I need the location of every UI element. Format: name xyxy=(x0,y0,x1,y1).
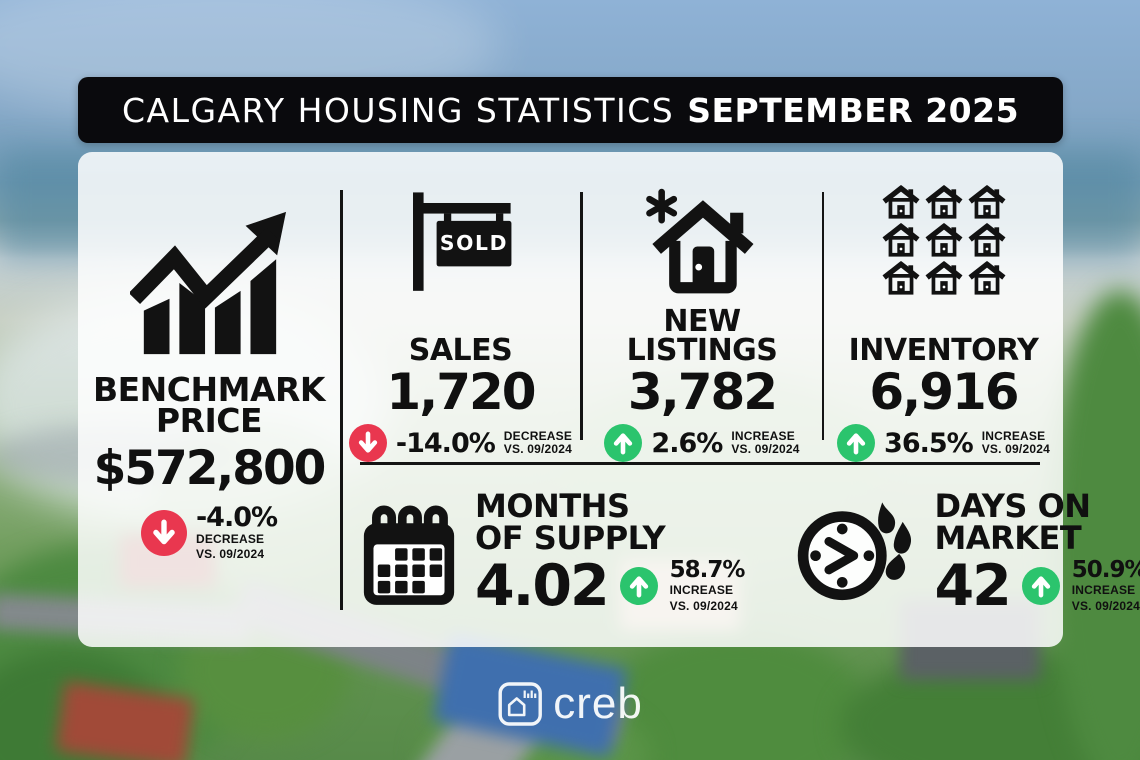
vertical-divider xyxy=(580,192,583,440)
new-listings-change: 2.6% INCREASE VS. 09/2024 xyxy=(604,424,799,462)
sales-value: 1,720 xyxy=(386,362,536,421)
inventory-value: 6,916 xyxy=(869,362,1019,421)
page-title: CALGARY HOUSING STATISTICS xyxy=(121,90,675,130)
change-label: DECREASE VS. 09/2024 xyxy=(503,428,573,456)
inventory-section: INVENTORY 6,916 36.5% INCREASE VS. 09/20… xyxy=(824,180,1063,462)
vertical-divider xyxy=(340,190,343,610)
new-home-icon xyxy=(646,189,754,294)
benchmark-price-change: -4.0% DECREASE VS. 09/2024 xyxy=(140,501,278,562)
new-listings-value: 3,782 xyxy=(627,362,778,421)
months-of-supply-section: MONTHS OF SUPPLY 4.02 58.7% INCREASE VS.… xyxy=(361,487,746,619)
days-on-market-title: DAYS ON MARKET xyxy=(934,487,1091,557)
decrease-arrow-icon xyxy=(348,424,387,462)
title-bar: CALGARY HOUSING STATISTICS SEPTEMBER 202… xyxy=(78,77,1063,143)
change-vs: VS. 09/2024 xyxy=(195,547,265,562)
change-value: 50.9% xyxy=(1071,557,1140,584)
days-on-market-section: DAYS ON MARKET 42 50.9% INCREASE VS. 09/… xyxy=(796,487,1140,619)
change-value: 36.5% xyxy=(884,427,974,459)
change-label: INCREASE VS. 09/2024 xyxy=(981,428,1050,456)
vertical-divider xyxy=(821,192,824,440)
stats-card: BENCHMARK PRICE $572,800 -4.0% DECREASE … xyxy=(78,152,1140,647)
creb-logo: creb xyxy=(497,681,643,727)
sold-sign-icon: SOLD xyxy=(412,192,511,291)
benchmark-price-value: $572,800 xyxy=(93,440,327,496)
change-value: 58.7% xyxy=(669,557,746,584)
increase-arrow-icon xyxy=(619,567,658,606)
decrease-arrow-icon xyxy=(140,509,187,556)
page-title-period: SEPTEMBER 2025 xyxy=(687,90,1020,130)
increase-arrow-icon xyxy=(837,424,876,462)
bottom-stats-row: MONTHS OF SUPPLY 4.02 58.7% INCREASE VS.… xyxy=(341,464,1140,642)
new-listings-section: NEW LISTINGS 3,782 2.6% INCREASE VS. 09/… xyxy=(583,180,822,462)
change-value: -4.0% xyxy=(195,501,278,533)
sales-change: -14.0% DECREASE VS. 09/2024 xyxy=(348,424,573,462)
months-of-supply-title: MONTHS OF SUPPLY xyxy=(475,487,666,557)
change-value: -14.0% xyxy=(395,427,496,459)
sold-sign-text: SOLD xyxy=(439,231,507,255)
clock-on-fire-icon xyxy=(798,502,912,601)
calendar-icon xyxy=(363,505,455,605)
houses-grid-icon xyxy=(882,180,1006,296)
top-stats-row: SOLD SALES 1,720 -14.0% DECREASE VS. 09/… xyxy=(341,180,1063,462)
increase-arrow-icon xyxy=(1021,567,1060,606)
new-listings-title: NEW LISTINGS xyxy=(626,304,778,369)
benchmark-price-title: BENCHMARK PRICE xyxy=(92,370,326,441)
benchmark-price-section: BENCHMARK PRICE $572,800 -4.0% DECREASE … xyxy=(78,152,340,647)
change-label: INCREASE VS. 09/2024 xyxy=(731,428,800,456)
change-vs: VS. 09/2024 xyxy=(669,598,738,613)
change-word: DECREASE xyxy=(195,531,265,546)
creb-logo-icon xyxy=(498,682,542,726)
months-of-supply-value: 4.02 xyxy=(475,552,610,619)
horizontal-divider xyxy=(360,462,1040,465)
inventory-title: INVENTORY xyxy=(848,333,1039,369)
sales-section: SOLD SALES 1,720 -14.0% DECREASE VS. 09/… xyxy=(341,180,580,462)
creb-logo-text: creb xyxy=(553,679,643,728)
increase-arrow-icon xyxy=(604,424,643,462)
inventory-change: 36.5% INCREASE VS. 09/2024 xyxy=(837,424,1050,462)
trend-chart-icon xyxy=(130,211,287,355)
change-word: INCREASE xyxy=(1071,583,1136,598)
change-word: INCREASE xyxy=(669,583,734,598)
sales-title: SALES xyxy=(408,333,513,369)
days-on-market-value: 42 xyxy=(934,552,1011,619)
change-vs: VS. 09/2024 xyxy=(1071,598,1140,613)
change-value: 2.6% xyxy=(651,427,723,459)
